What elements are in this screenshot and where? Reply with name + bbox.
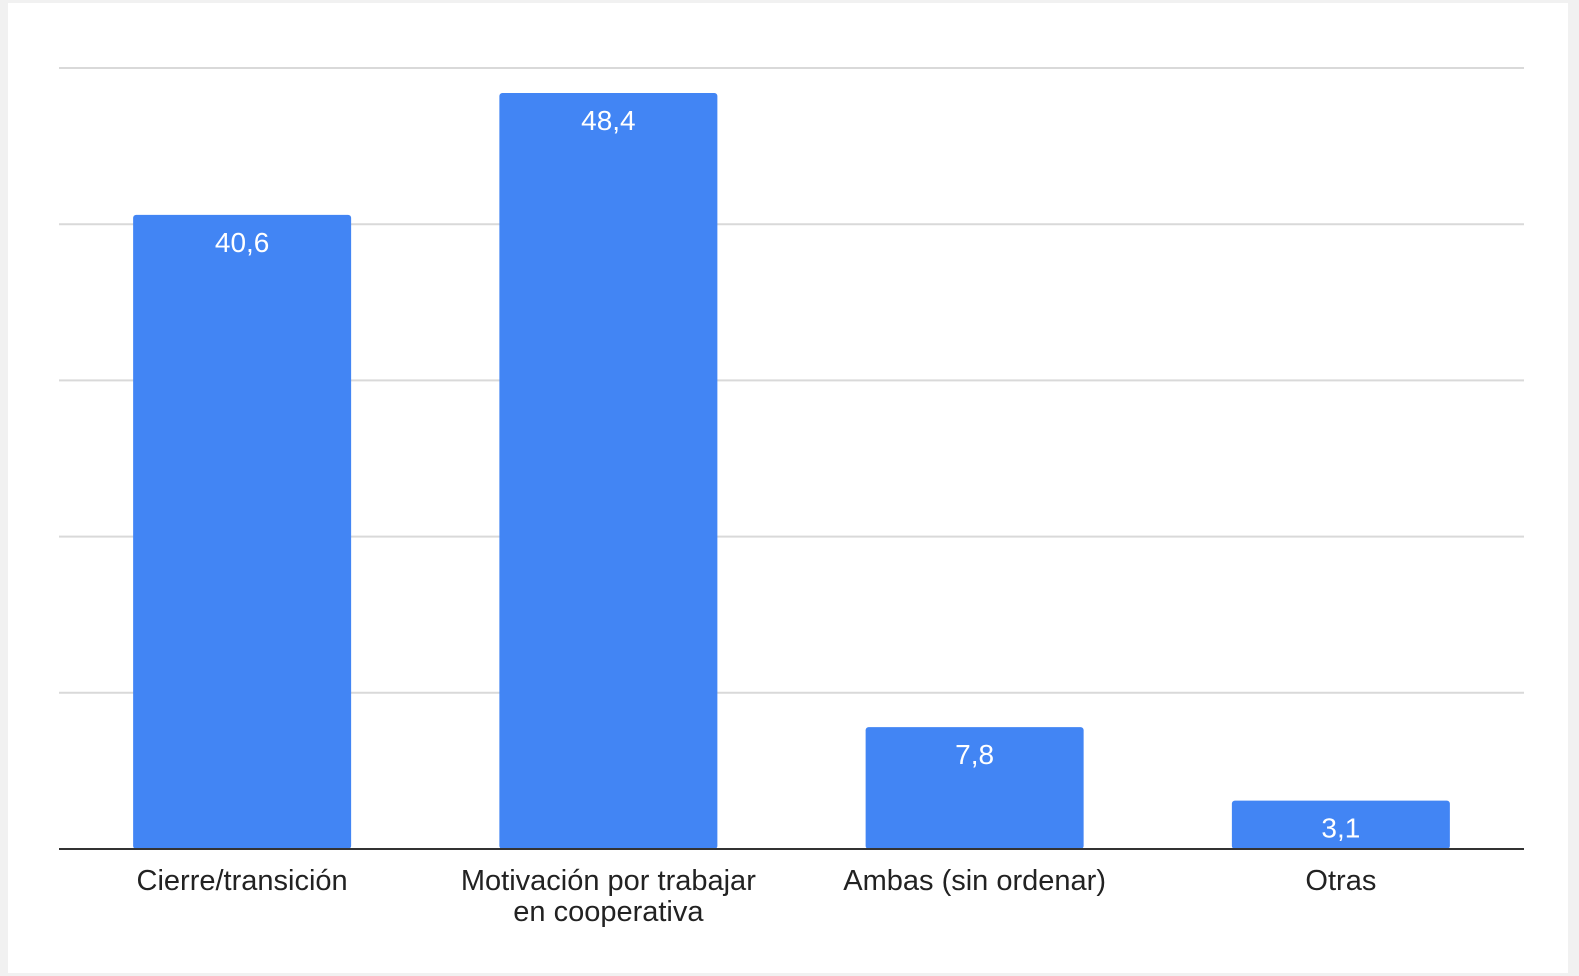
bar-chart: 40,6 Cierre/transición 48,4 Motivación por … [59, 67, 1524, 928]
bar [865, 727, 1084, 849]
data-label: 40,6 [215, 227, 270, 258]
category-label-line: Ambas (sin ordenar) [843, 865, 1106, 897]
bar [1231, 800, 1450, 849]
category-label-line: Motivación por trabajar [461, 865, 756, 897]
category-label: Motivación por trabajar en cooperativa [461, 865, 756, 928]
category-label-line: Cierre/transición [137, 865, 348, 897]
category-label-line: Otras [1305, 865, 1376, 897]
category-label: Otras [1305, 865, 1376, 897]
category-label-line: en cooperativa [513, 896, 704, 928]
bar [499, 92, 718, 849]
data-label: 7,8 [955, 739, 994, 770]
data-label: 3,1 [1321, 813, 1360, 844]
chart-card: 40,6 Cierre/transición 48,4 Motivación por … [8, 3, 1568, 973]
category-label: Cierre/transición [137, 865, 348, 897]
category-label: Ambas (sin ordenar) [843, 865, 1106, 897]
data-label: 48,4 [581, 105, 636, 136]
bar [133, 214, 352, 849]
labels: 40,6 Cierre/transición 48,4 Motivación por … [137, 105, 1377, 928]
bars [133, 92, 1450, 849]
